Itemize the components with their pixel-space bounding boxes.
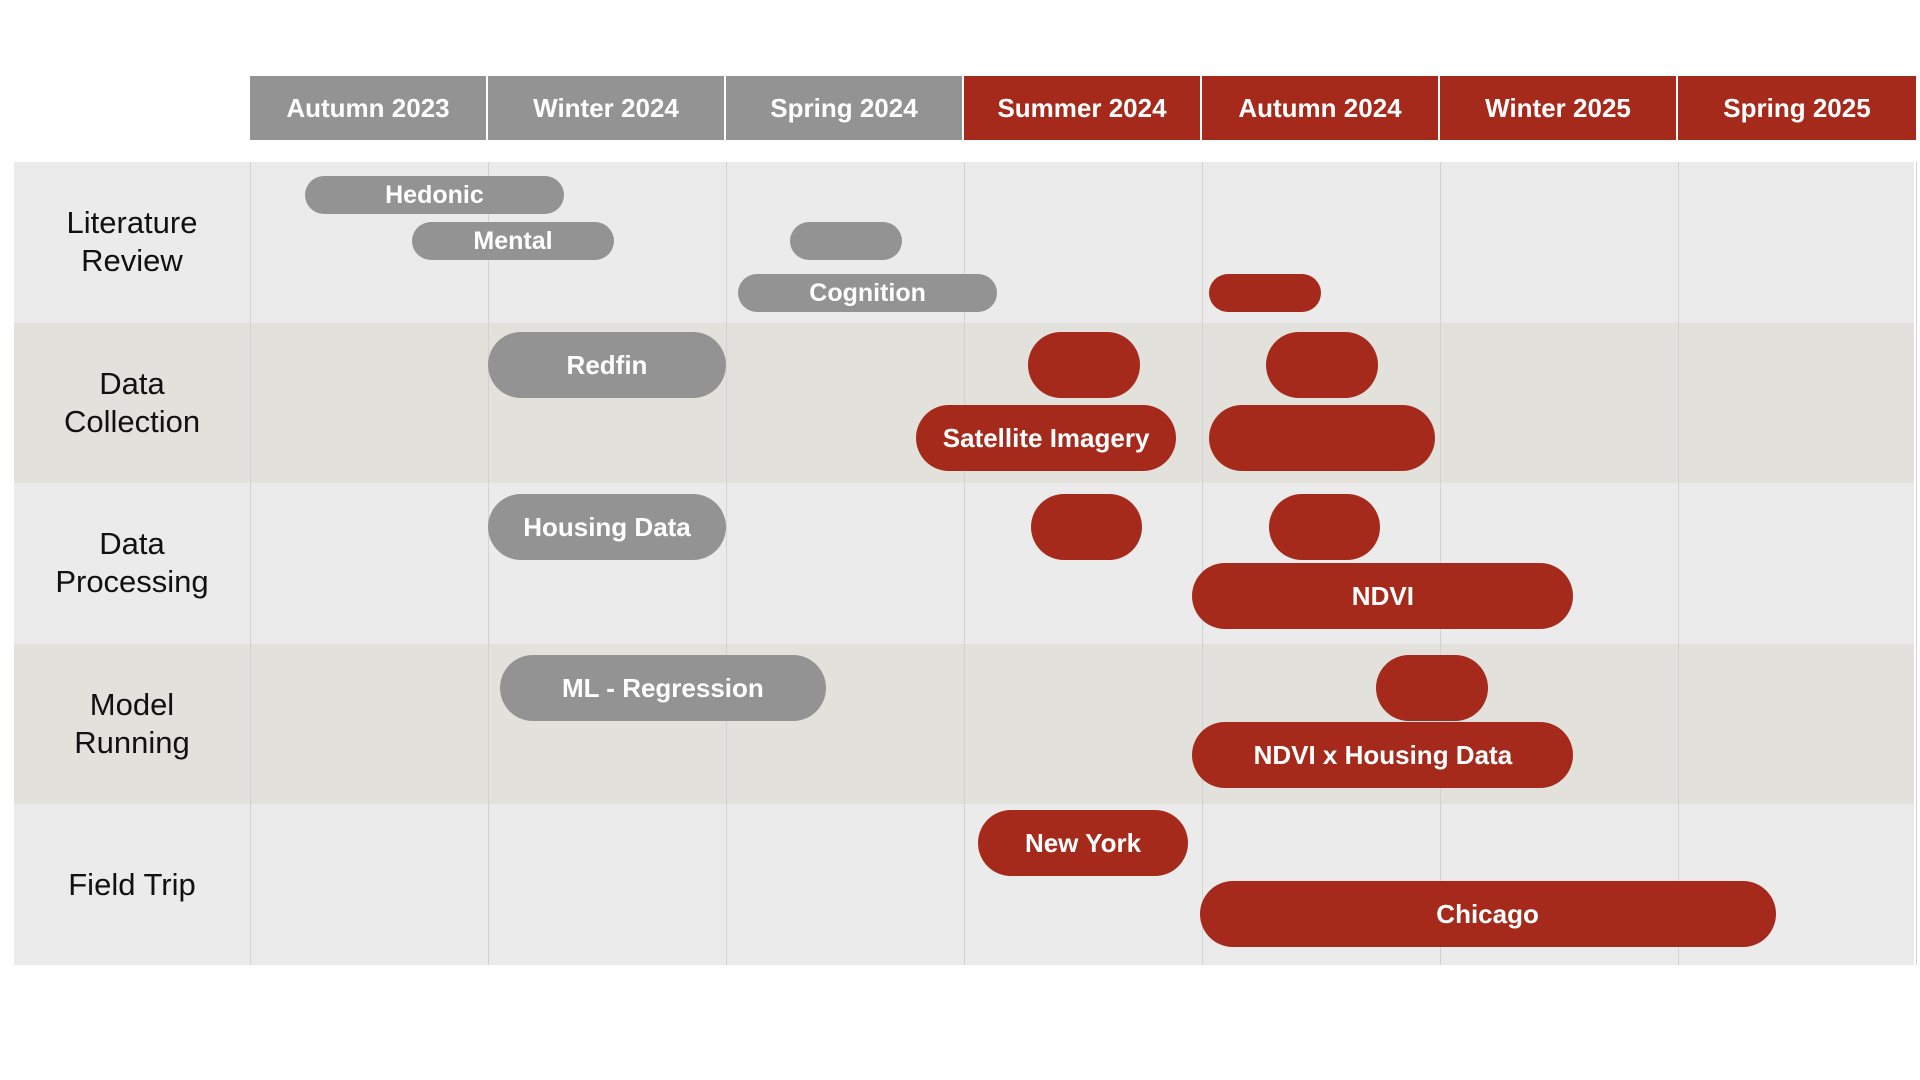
task-bar-unlabeled	[1209, 274, 1321, 312]
task-bar: New York	[978, 810, 1188, 876]
task-bar: Chicago	[1199, 881, 1776, 947]
task-bar: Satellite Imagery	[916, 405, 1176, 471]
column-header: Autumn 2023	[250, 76, 488, 140]
task-bar: Hedonic	[304, 176, 565, 214]
row-label: Data Collection	[63, 365, 201, 439]
column-header: Winter 2024	[488, 76, 726, 140]
task-bar-unlabeled	[1028, 332, 1141, 398]
task-bar-unlabeled	[1268, 494, 1381, 560]
task-bar: NDVI	[1192, 563, 1574, 629]
task-bar: Housing Data	[488, 494, 726, 560]
row-label: Model Running	[74, 687, 190, 761]
grid-line	[964, 162, 965, 965]
column-header: Winter 2025	[1440, 76, 1678, 140]
task-bar-unlabeled	[1375, 655, 1488, 721]
row-label: Field Trip	[68, 866, 196, 902]
column-header: Spring 2024	[726, 76, 964, 140]
grid-line	[1202, 162, 1203, 965]
grid-line	[1678, 162, 1679, 965]
task-bar: NDVI x Housing Data	[1192, 722, 1574, 788]
row-label: Literature Review	[66, 205, 198, 279]
column-header: Autumn 2024	[1202, 76, 1440, 140]
task-bar: Redfin	[488, 332, 726, 398]
row-label: Data Processing	[55, 526, 209, 600]
task-bar: Mental	[411, 222, 615, 260]
grid-line	[1916, 162, 1917, 965]
grid-line	[488, 162, 489, 965]
grid-line	[250, 162, 251, 965]
task-bar: ML - Regression	[499, 655, 826, 721]
column-header: Summer 2024	[964, 76, 1202, 140]
grid-line	[726, 162, 727, 965]
column-header: Spring 2025	[1678, 76, 1916, 140]
task-bar-unlabeled	[790, 222, 903, 260]
task-bar: Cognition	[737, 274, 998, 312]
task-bar-unlabeled	[1266, 332, 1379, 398]
task-bar-unlabeled	[1209, 405, 1436, 471]
task-bar-unlabeled	[1030, 494, 1143, 560]
